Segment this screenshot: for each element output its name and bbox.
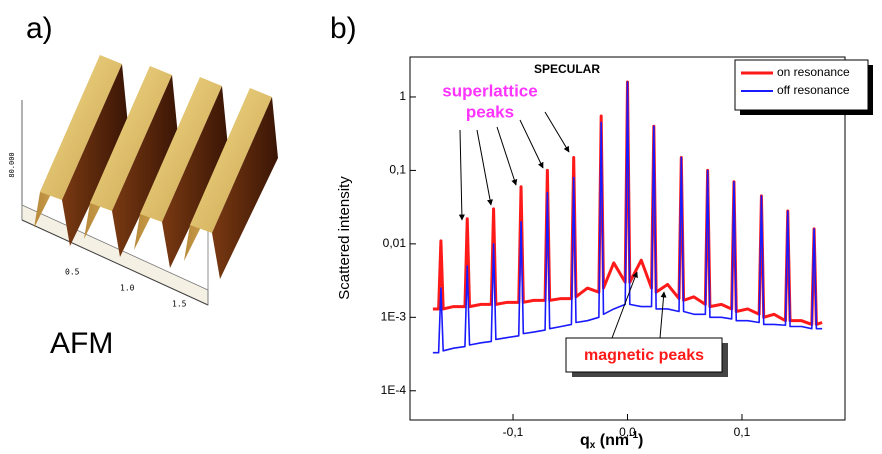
panel-label: b) xyxy=(330,12,357,45)
afm-axis-label: 1.0 xyxy=(120,284,135,293)
x-tick-label: -0,1 xyxy=(503,425,524,439)
afm-image xyxy=(21,55,278,306)
x-axis-label-part: -1 xyxy=(629,430,638,441)
afm-ridge-top xyxy=(90,66,172,211)
x-axis-label: qx (nm-1) xyxy=(580,430,643,451)
y-axis-label: Scattered intensity xyxy=(336,176,353,300)
y-tick-label: 0,1 xyxy=(389,163,406,177)
y-tick-label: 1E-4 xyxy=(381,383,407,397)
afm-axis-label: 1.5 xyxy=(172,300,187,309)
afm-ridge-face xyxy=(62,64,128,246)
y-tick-label: 1E-3 xyxy=(381,309,407,323)
annotation: magnetic peaks xyxy=(584,347,704,364)
afm-ridge-face xyxy=(212,97,278,279)
x-axis-label-part: (nm xyxy=(595,432,629,449)
series-line xyxy=(432,81,823,354)
x-axis-label-part: q xyxy=(580,432,590,449)
afm-ridge-top xyxy=(190,88,272,233)
annotation: peaks xyxy=(466,102,514,121)
afm-axis-label: 0.5 xyxy=(65,268,80,277)
legend-label: on resonance xyxy=(777,65,850,79)
x-tick-label: 0,0 xyxy=(619,425,636,439)
afm-height-label: 80.000 xyxy=(8,152,16,177)
y-tick-label: 1 xyxy=(399,89,406,103)
legend xyxy=(734,59,869,111)
x-tick-label: 0,1 xyxy=(734,425,751,439)
caption: AFM xyxy=(50,327,113,360)
legend-label: off resonance xyxy=(777,83,850,97)
annotations xyxy=(458,111,728,377)
plot: 1 0,1 0,01 1E-3 1E-4 -0,1 0,0 0,1 on resonance of… xyxy=(381,56,873,439)
afm-ridge-face xyxy=(162,86,228,268)
afm-ridge-top xyxy=(140,77,222,222)
annotation: superlattice xyxy=(442,81,537,100)
x-axis-label-part: ) xyxy=(638,432,643,449)
y-tick-label: 0,01 xyxy=(383,236,407,250)
x-axis-label-part: x xyxy=(590,440,596,451)
afm-ridge-top xyxy=(40,55,122,200)
afm-ridge-face xyxy=(112,75,178,257)
panel-label: a) xyxy=(26,12,53,45)
annotation: SPECULAR xyxy=(534,62,600,76)
